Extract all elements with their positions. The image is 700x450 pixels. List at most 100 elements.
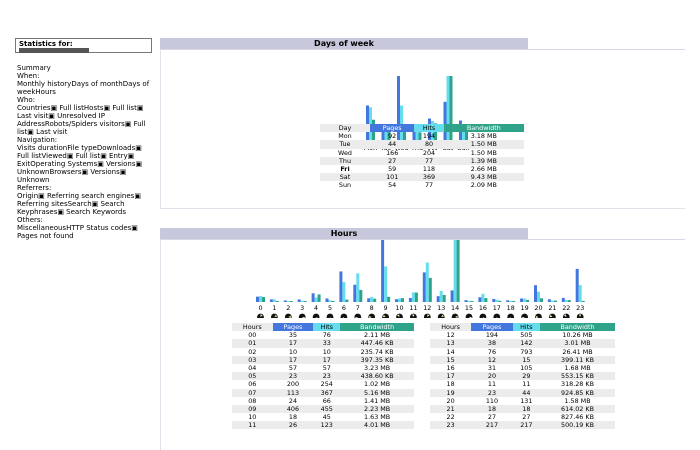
hours-chart: 0 1 2 3 4 5 6 7 8 9 10 11 12 13 14 15 16 17 18 19 20 21 22 23 — [256, 240, 585, 318]
bar-pages-tue — [381, 124, 385, 142]
table-row: 10 18 45 1.63 MB — [232, 413, 414, 421]
sidebar-item-summary[interactable]: Summary — [17, 64, 51, 72]
sidebar-item-entry[interactable]: ▣ Entry — [100, 152, 128, 160]
sidebar-item-days-of-month[interactable]: Days of month — [71, 80, 123, 88]
sidebar-item-robots-spiders-visitors[interactable]: Robots/Spiders visitors — [44, 120, 125, 128]
sidebar-item-exit[interactable]: ▣ Exit — [17, 152, 135, 168]
table-cell: 217 — [512, 421, 541, 430]
tick-label: 1 — [272, 304, 276, 312]
table-cell: 80 — [414, 140, 444, 149]
sidebar-item-search[interactable]: Search — [67, 200, 92, 208]
table-cell: 66 — [322, 396, 331, 405]
table-row: 16 31 105 1.68 MB — [430, 364, 615, 372]
clock-hand — [441, 314, 444, 317]
bar-bandwidth-3 — [303, 301, 307, 302]
table-cell: 254 — [320, 380, 333, 389]
sidebar-item-viewed[interactable]: Viewed — [41, 152, 67, 160]
table-cell: 21 — [430, 404, 472, 414]
clock-hand — [455, 315, 458, 318]
bar-pages-23 — [575, 268, 579, 302]
bar-pages-6 — [339, 271, 343, 302]
sidebar-item-origin[interactable]: Origin — [17, 192, 39, 200]
table-cell: 22 — [446, 413, 455, 422]
table-cell: Mon — [338, 132, 352, 141]
tick-label: 7 — [356, 304, 360, 312]
sidebar-item-unresolved-ip-address[interactable]: ▣ Unresolved IP Address — [17, 112, 105, 128]
table-cell: 2.23 MB — [340, 404, 414, 414]
tick-label: 8 — [370, 304, 374, 312]
bar-bandwidth-19 — [526, 299, 530, 302]
sidebar-item-full-list[interactable]: ▣ Full list — [103, 104, 137, 112]
table-cell: 59 — [388, 165, 397, 174]
clock-icon — [382, 313, 389, 318]
sidebar-item-last-visit[interactable]: ▣ Last visit — [27, 128, 68, 136]
sidebar-item-referring-sites[interactable]: ▣ Referring sites — [17, 192, 141, 208]
bar-pages-11 — [408, 298, 412, 302]
table-cell: 18 — [512, 404, 541, 414]
clock-hand — [342, 317, 344, 318]
sidebar-item-operating-systems[interactable]: Operating Systems — [30, 160, 98, 168]
sidebar-item-pages-not-found[interactable]: ▣ Pages not found — [17, 224, 138, 240]
sidebar-item-monthly-history[interactable]: Monthly history — [17, 80, 72, 88]
tick-label: 13 — [437, 304, 445, 312]
sidebar-item-versions[interactable]: ▣ Versions — [97, 160, 136, 168]
table-cell: 20 — [471, 372, 513, 381]
table-cell: 45 — [322, 413, 331, 422]
sidebar-item-file-type[interactable]: File type — [67, 144, 97, 152]
sidebar-item-full-list[interactable]: ▣ Full list — [50, 104, 84, 112]
bar-pages-15 — [464, 300, 468, 302]
table-cell: 3.18 MB — [470, 132, 497, 141]
table-cell: 11 — [232, 421, 273, 430]
bar-bandwidth-23 — [581, 300, 585, 302]
table-cell: 12 — [471, 355, 513, 364]
bar-bandwidth-7 — [359, 289, 363, 302]
tick-label: 12 — [423, 304, 431, 312]
sidebar-item-miscellaneous[interactable]: Miscellaneous — [17, 224, 67, 232]
table-cell: 17 — [272, 355, 314, 364]
sidebar-item-http-status-codes[interactable]: HTTP Status codes — [66, 224, 132, 232]
clock-icon — [354, 313, 362, 318]
bar-hits-4 — [314, 297, 318, 302]
sidebar-item-referring-search-engines[interactable]: ▣ Referring search engines — [38, 192, 135, 200]
table-cell: 02 — [248, 347, 257, 356]
sidebar-item-search-keyphrases[interactable]: ▣ Search Keyphrases — [17, 200, 125, 216]
tick-label: 18 — [507, 304, 515, 312]
sidebar-item-visits-duration[interactable]: Visits duration — [17, 144, 68, 152]
tick-label: 6 — [342, 304, 346, 312]
table-cell: 369 — [414, 173, 444, 182]
sidebar-item-full-list[interactable]: ▣ Full list — [17, 144, 142, 160]
statistics-for-box: Statistics for: — [15, 38, 152, 53]
bar-bandwidth-14 — [456, 240, 460, 302]
table-cell: 217 — [471, 421, 513, 430]
table-cell: 553.15 KB — [540, 372, 615, 381]
tick-label: 11 — [409, 304, 417, 312]
sidebar-item-full-list[interactable]: ▣ Full list — [66, 152, 101, 160]
table-row: 00 35 76 2.11 MB — [232, 331, 414, 339]
sidebar-item-downloads[interactable]: Downloads — [96, 144, 136, 152]
clock-hand — [274, 314, 278, 317]
sidebar-item-unknown[interactable]: ▣ Unknown — [17, 160, 143, 176]
col-header-hours: Hours — [430, 323, 472, 332]
table-cell: 9.43 MB — [443, 173, 524, 182]
sidebar-item-browsers[interactable]: Browsers — [49, 168, 82, 176]
bar-hits-12 — [425, 262, 429, 302]
sidebar-item-days-of-week[interactable]: Days of week — [17, 80, 150, 96]
table-cell: 13 — [430, 339, 472, 348]
sidebar-item-unknown[interactable]: ▣ Unknown — [17, 168, 127, 184]
col-header-pages: Pages — [370, 124, 415, 133]
clock-icon — [549, 313, 556, 318]
col-header-hours: Hours — [232, 323, 273, 332]
sidebar-item-countries[interactable]: Countries — [17, 104, 51, 112]
table-cell: 29 — [512, 372, 541, 381]
sidebar-item-hosts[interactable]: Hosts — [83, 104, 104, 112]
bar-bandwidth-21 — [553, 300, 557, 302]
clock-icon — [340, 313, 348, 318]
bar-pages-12 — [422, 272, 426, 302]
sidebar-item-full-list[interactable]: ▣ Full list — [17, 120, 146, 136]
sidebar-item-search-keywords[interactable]: ▣ Search Keywords — [57, 208, 127, 216]
sidebar-item-last-visit[interactable]: ▣ Last visit — [17, 104, 144, 120]
table-cell: 01 — [232, 339, 273, 348]
sidebar-item-versions[interactable]: ▣ Versions — [81, 168, 120, 176]
table-cell: 1.58 MB — [564, 396, 591, 405]
sidebar-item-hours[interactable]: Hours — [35, 88, 56, 96]
